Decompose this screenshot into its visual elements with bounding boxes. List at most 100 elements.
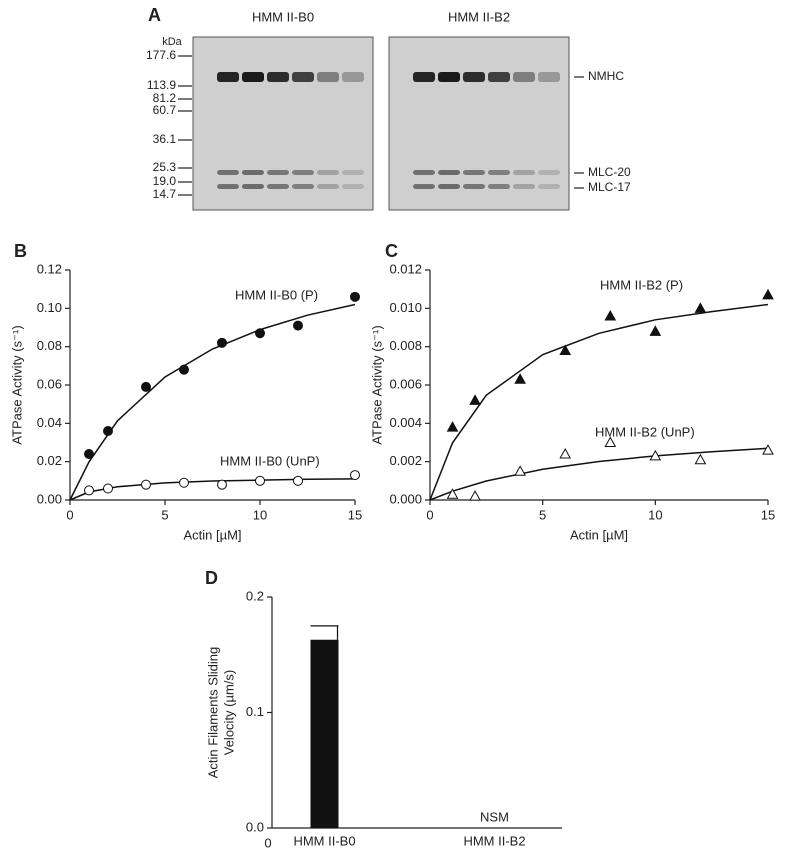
x-tick-label: 0	[66, 507, 73, 522]
marker-label: 19.0	[153, 174, 177, 188]
gel-band	[538, 184, 560, 189]
gel-band	[217, 184, 239, 189]
y-tick-label: 0.12	[37, 261, 62, 276]
y-tick-label: 0.004	[389, 415, 422, 430]
point	[350, 291, 360, 302]
kda-label: kDa	[162, 36, 182, 48]
series-label: HMM II-B0 (P)	[235, 287, 318, 302]
marker-label: 25.3	[153, 160, 177, 174]
point	[255, 475, 265, 486]
point	[604, 436, 617, 447]
point	[179, 364, 189, 375]
gel-band	[292, 72, 314, 82]
y-tick-label: 0.10	[37, 300, 62, 315]
series-label: HMM II-B0 (UnP)	[220, 453, 320, 468]
point	[255, 328, 265, 339]
marker-label: 113.9	[147, 78, 176, 92]
panel-label: B	[14, 241, 27, 261]
fit-curve	[69, 303, 356, 501]
x-tick-label: 0	[426, 507, 433, 522]
marker-label: 81.2	[153, 91, 177, 105]
gel-band	[463, 72, 485, 82]
series-label: HMM II-B2 (UnP)	[595, 424, 695, 439]
gel-band	[342, 184, 364, 189]
y-tick-label: 0.08	[37, 338, 62, 353]
y-axis-label: Velocity (µm/s)	[221, 670, 236, 756]
gel-band	[413, 170, 435, 175]
x-tick-label: 5	[539, 507, 546, 522]
gel-band	[317, 72, 339, 82]
gel-band	[242, 72, 264, 82]
gel-band	[217, 170, 239, 175]
gel-band	[413, 184, 435, 189]
point	[103, 483, 113, 494]
point	[649, 325, 662, 336]
gel-band	[292, 170, 314, 175]
gel-band	[292, 184, 314, 189]
x-tick-label: HMM II-B2	[463, 833, 525, 848]
gel-band	[488, 72, 510, 82]
gel-band	[463, 184, 485, 189]
gel-band	[513, 72, 535, 82]
point	[217, 479, 227, 490]
y-tick-label: 0.002	[389, 453, 422, 468]
error-bar	[310, 625, 339, 640]
gel-band	[267, 170, 289, 175]
y-tick-label: 0.2	[246, 588, 264, 603]
gel-band	[538, 72, 560, 82]
gel-band	[317, 184, 339, 189]
point	[141, 479, 151, 490]
point	[559, 344, 572, 355]
point	[293, 475, 303, 486]
gel-band	[217, 72, 239, 82]
y-tick-label: 0.02	[37, 453, 62, 468]
y-tick-label: 0.0	[246, 819, 264, 834]
marker-label: 14.7	[153, 187, 177, 201]
y-tick-label: 0.04	[37, 415, 62, 430]
marker-label: 36.1	[153, 132, 177, 146]
y-tick-label: 0.1	[246, 704, 264, 719]
gel-band	[267, 184, 289, 189]
x-tick-label: 10	[648, 507, 662, 522]
y-tick-label: 0.000	[389, 491, 422, 506]
bar	[310, 639, 339, 828]
y-axis-label: Actin Filaments Sliding	[205, 647, 220, 779]
gel-band	[513, 170, 535, 175]
y-tick-label: 0.00	[37, 491, 62, 506]
x-axis-label: Actin [µM]	[183, 527, 241, 542]
band-label: MLC-20	[588, 165, 631, 179]
y-tick-label: 0.06	[37, 376, 62, 391]
point	[84, 449, 94, 459]
x-tick-label: 10	[253, 507, 267, 522]
point	[604, 309, 617, 321]
point	[694, 302, 707, 313]
gel-band	[342, 72, 364, 82]
gel-band	[413, 72, 435, 82]
x-tick-label: 15	[348, 507, 362, 522]
point	[649, 449, 662, 461]
panel-label: C	[385, 241, 398, 261]
gel-band	[438, 184, 460, 189]
panel-label: A	[148, 5, 161, 25]
point	[762, 444, 774, 455]
y-tick-label: 0.012	[389, 261, 422, 276]
gel-band	[242, 184, 264, 189]
point	[217, 337, 227, 348]
annotation: NSM	[480, 809, 509, 824]
gel-band	[538, 170, 560, 175]
gel-band	[438, 170, 460, 175]
fit-curve	[429, 447, 769, 501]
gel-band	[317, 170, 339, 175]
point	[141, 381, 151, 392]
band-label: MLC-17	[588, 180, 631, 194]
point	[514, 373, 526, 384]
point	[446, 421, 459, 432]
y-axis-label: ATPase Activity (s⁻¹)	[369, 325, 384, 444]
gel-image	[388, 36, 570, 211]
gel-band	[342, 170, 364, 175]
panel-label: D	[205, 568, 218, 588]
y-tick-label: 0.008	[389, 338, 422, 353]
point	[84, 485, 94, 496]
fit-curve	[429, 303, 769, 501]
